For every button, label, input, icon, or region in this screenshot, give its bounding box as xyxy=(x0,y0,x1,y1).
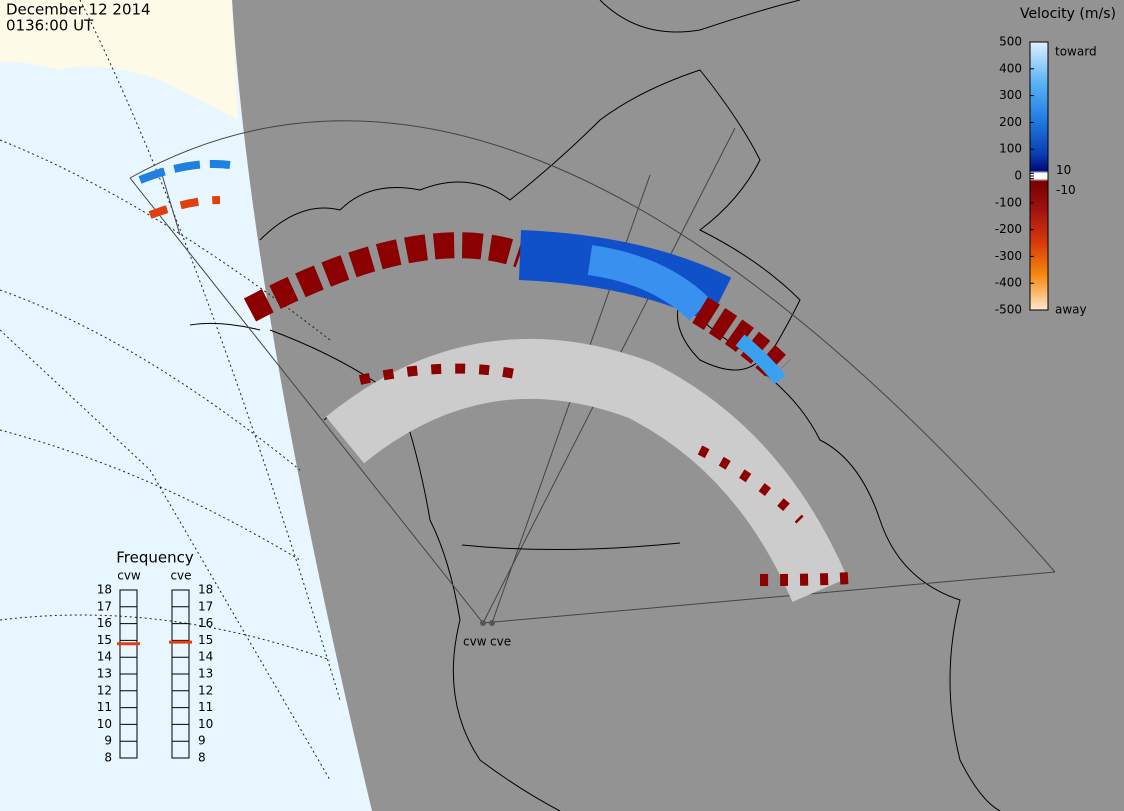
frequency-tick-label: 15 xyxy=(198,633,213,647)
frequency-tick-label: 13 xyxy=(198,667,213,681)
radar-label: cve xyxy=(490,635,511,649)
frequency-tick-label: 18 xyxy=(198,583,213,597)
echo-band xyxy=(138,160,851,603)
frequency-tick-label: 14 xyxy=(97,650,112,664)
colorbar-tick-label: -300 xyxy=(995,249,1022,263)
date: December 12 2014 xyxy=(6,1,151,19)
time: 0136:00 UT xyxy=(6,17,94,35)
radar-label: cvw xyxy=(463,635,487,649)
ocean-day xyxy=(0,0,372,811)
frequency-tick-label: 15 xyxy=(97,633,112,647)
frequency-tick-label: 12 xyxy=(198,683,213,697)
frequency-tick-label: 14 xyxy=(198,650,213,664)
colorbar-tick-label: 0 xyxy=(1014,169,1022,183)
frequency-tick-label: 13 xyxy=(97,667,112,681)
frequency-tick-label: 11 xyxy=(97,700,112,714)
frequency-tick-label: 11 xyxy=(198,700,213,714)
frequency-tick-label: 16 xyxy=(198,616,213,630)
frequency-tick-label: 12 xyxy=(97,683,112,697)
frequency-tick-label: 10 xyxy=(198,717,213,731)
frequency-tick-label: 8 xyxy=(198,751,206,765)
frequency-tick-label: 17 xyxy=(97,599,112,613)
colorbar-tick-label: 300 xyxy=(999,88,1022,102)
frequency-radar-label: cve xyxy=(170,569,191,583)
frequency-tick-label: 9 xyxy=(198,734,206,748)
colorbar-title: Velocity (m/s) xyxy=(1020,6,1116,22)
graticule xyxy=(0,0,341,781)
radar-site xyxy=(489,620,495,626)
land-day xyxy=(0,0,238,120)
frequency-title: Frequency xyxy=(116,549,194,567)
colorbar-tick-label: 10 xyxy=(1056,163,1071,177)
colorbar-tick-label: 100 xyxy=(999,142,1022,156)
border-line xyxy=(461,542,681,551)
colorbar-tick-label: -500 xyxy=(995,303,1022,317)
frequency-tick-label: 10 xyxy=(97,717,112,731)
colorbar-tick-label: -200 xyxy=(995,222,1022,236)
frequency-tick-label: 16 xyxy=(97,616,112,630)
frequency-tick-label: 9 xyxy=(104,734,112,748)
colorbar-tick-label: 200 xyxy=(999,115,1022,129)
radar-site xyxy=(480,620,486,626)
colorbar-tick-label: 500 xyxy=(999,35,1022,49)
colorbar-tick-label: -100 xyxy=(995,195,1022,209)
frequency-tick-label: 8 xyxy=(104,751,112,765)
colorbar-tick-label: -400 xyxy=(995,276,1022,290)
colorbar-tick-label: -10 xyxy=(1056,183,1076,197)
colorbar-end-label: away xyxy=(1055,303,1087,317)
frequency-tick-label: 18 xyxy=(97,583,112,597)
frequency-radar-label: cvw xyxy=(117,569,141,583)
colorbar-tick-label: 400 xyxy=(999,61,1022,75)
frequency-tick-label: 17 xyxy=(198,599,213,613)
colorbar-end-label: toward xyxy=(1055,45,1097,59)
